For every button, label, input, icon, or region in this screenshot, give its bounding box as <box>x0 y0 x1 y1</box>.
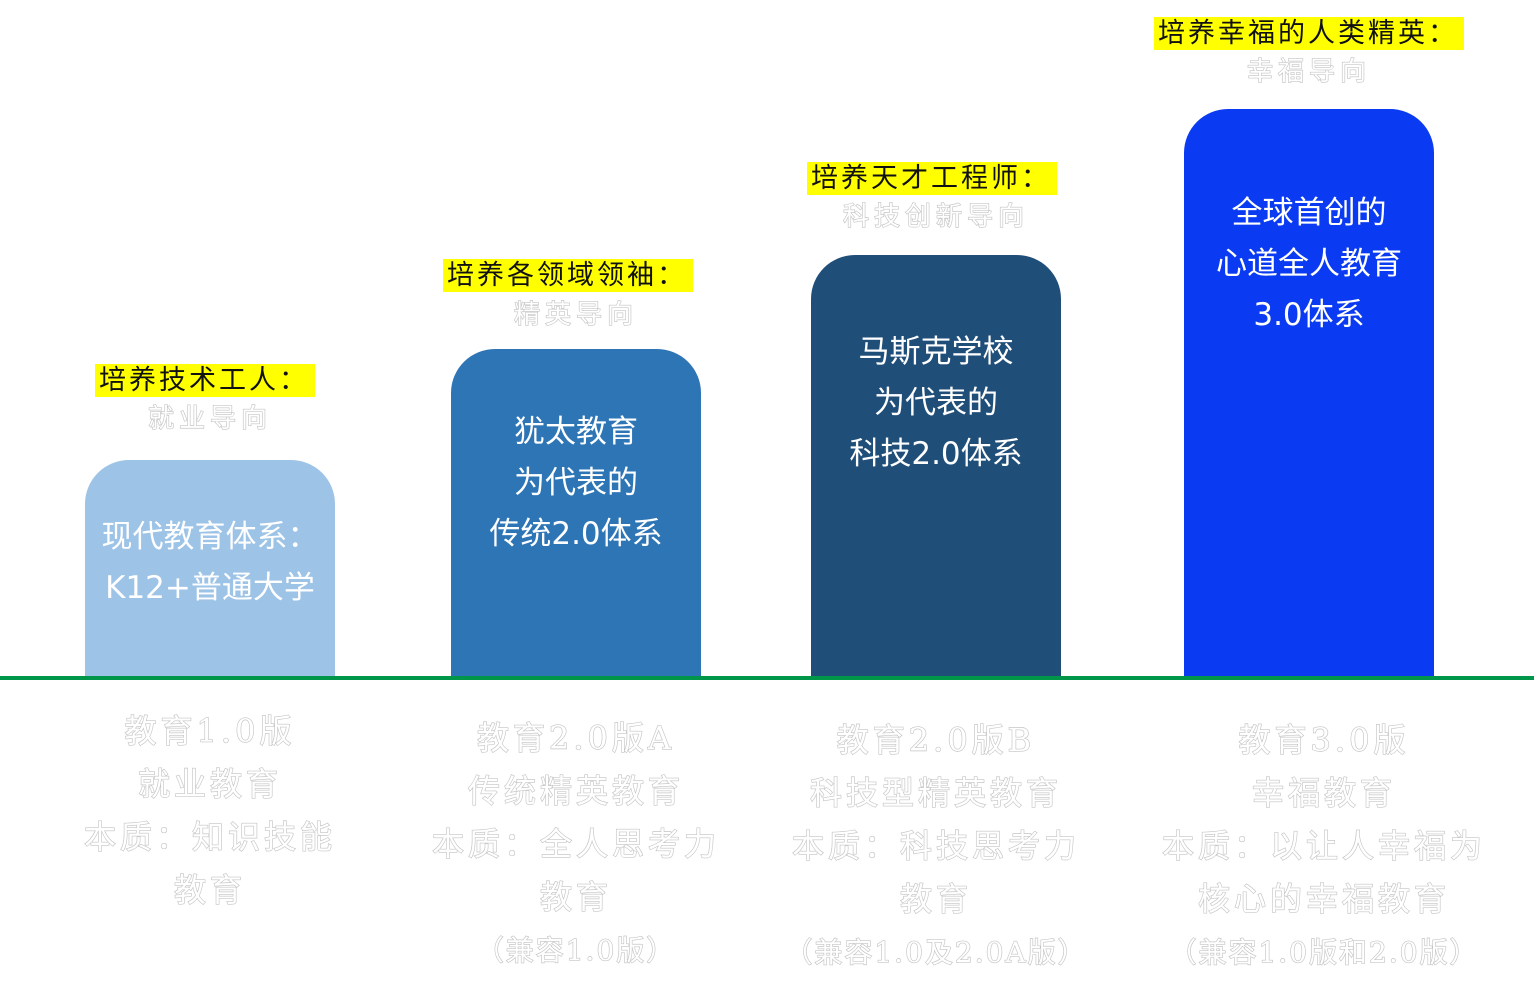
desc-line: 教育1.0版 <box>124 711 296 750</box>
stage-bar: 全球首创的 心道全人教育 3.0体系 <box>1184 109 1434 678</box>
stage-column-1: 培养技术工人： 就业导向 现代教育体系： K12+普通大学 教育1.0版 就业教… <box>83 0 335 989</box>
stage-heading: 培养幸福的人类精英： <box>1154 17 1464 50</box>
bar-text-line: 3.0体系 <box>1253 297 1365 333</box>
desc-line: 本质：科技思考力 <box>791 826 1080 865</box>
stage-heading: 培养各领域领袖： <box>443 259 693 292</box>
bar-text-line: 现代教育体系： <box>101 519 319 555</box>
desc-line: 教育 <box>173 870 246 909</box>
bar-text-line: 为代表的 <box>874 385 998 421</box>
baseline-divider <box>0 676 1534 680</box>
bar-text-line: 马斯克学校 <box>858 334 1014 370</box>
stage-column-2: 培养各领域领袖： 精英导向 犹太教育 为代表的 传统2.0体系 教育2.0版A … <box>431 0 717 989</box>
stage-description: 教育1.0版 就业教育 本质：知识技能 教育 <box>30 705 390 917</box>
desc-line: 教育2.0版B <box>836 720 1036 759</box>
desc-line: （兼容1.0及2.0A版） <box>784 935 1088 969</box>
desc-line: 幸福教育 <box>1251 773 1396 812</box>
stage-subheading: 幸福导向 <box>1246 56 1371 87</box>
desc-line: 教育 <box>899 879 972 918</box>
stage-bar: 马斯克学校 为代表的 科技2.0体系 <box>811 255 1061 678</box>
bar-text-line: 全球首创的 <box>1231 195 1387 231</box>
stage-description: 教育3.0版 幸福教育 本质：以让人幸福为 核心的幸福教育 （兼容1.0版和2.… <box>1124 714 1524 979</box>
stage-subheading: 就业导向 <box>147 403 272 434</box>
desc-line: （兼容1.0版） <box>475 933 677 967</box>
desc-line: 教育 <box>539 877 612 916</box>
stage-description: 教育2.0版A 传统精英教育 本质：全人思考力 教育 （兼容1.0版） <box>396 712 756 977</box>
stage-heading: 培养技术工人： <box>95 364 315 397</box>
bar-text-line: 犹太教育 <box>514 414 638 450</box>
stage-subheading: 科技创新导向 <box>842 201 1029 232</box>
desc-line: 传统精英教育 <box>467 771 684 810</box>
stage-subheading: 精英导向 <box>513 299 638 330</box>
desc-line: 教育2.0版A <box>476 718 675 757</box>
stage-description: 教育2.0版B 科技型精英教育 本质：科技思考力 教育 （兼容1.0及2.0A版… <box>756 714 1116 979</box>
bar-text-line: 心道全人教育 <box>1216 246 1402 282</box>
bar-text-line: 科技2.0体系 <box>849 436 1023 472</box>
desc-line: 科技型精英教育 <box>809 773 1062 812</box>
desc-line: 本质：知识技能 <box>83 817 336 856</box>
stage-heading: 培养天才工程师： <box>807 162 1057 195</box>
desc-line: 教育3.0版 <box>1238 720 1410 759</box>
stage-column-3: 培养天才工程师： 科技创新导向 马斯克学校 为代表的 科技2.0体系 教育2.0… <box>784 0 1086 989</box>
stage-bar: 犹太教育 为代表的 传统2.0体系 <box>451 349 701 678</box>
stage-column-4: 培养幸福的人类精英： 幸福导向 全球首创的 心道全人教育 3.0体系 教育3.0… <box>1154 0 1483 989</box>
bar-text-line: 为代表的 <box>514 465 638 501</box>
bar-text-line: K12+普通大学 <box>105 570 315 606</box>
desc-line: 本质：以让人幸福为 <box>1161 826 1486 865</box>
desc-line: 本质：全人思考力 <box>431 824 720 863</box>
desc-line: 核心的幸福教育 <box>1197 879 1450 918</box>
stage-bar: 现代教育体系： K12+普通大学 <box>85 460 335 678</box>
desc-line: （兼容1.0版和2.0版） <box>1168 935 1480 969</box>
desc-line: 就业教育 <box>137 764 282 803</box>
bar-text-line: 传统2.0体系 <box>489 516 663 552</box>
